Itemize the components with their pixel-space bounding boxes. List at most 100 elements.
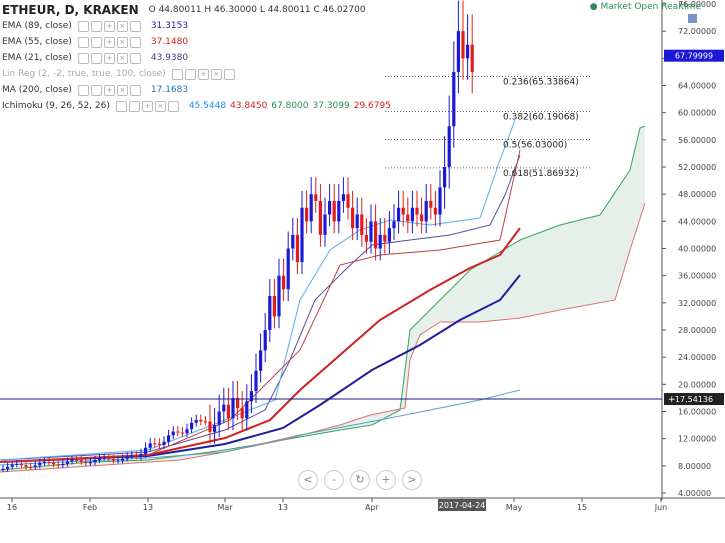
- candle-body: [300, 207, 304, 263]
- indicator-name: EMA (21, close): [2, 53, 72, 63]
- scroll-right-button[interactable]: >: [402, 470, 422, 490]
- plus-icon[interactable]: +: [197, 68, 209, 80]
- indicator-row[interactable]: EMA (89, close) + × 31.3153: [2, 18, 391, 34]
- eye-icon[interactable]: [77, 52, 89, 64]
- indicator-value: 67.8000: [271, 101, 309, 111]
- gear-icon[interactable]: [90, 84, 102, 96]
- y-tick-label: 52.00000: [678, 163, 716, 172]
- candle-body: [213, 425, 217, 432]
- candle-body: [52, 462, 56, 465]
- candle-body: [245, 401, 249, 419]
- candle-body: [415, 207, 419, 215]
- candle-body: [79, 460, 83, 462]
- candle-body: [272, 296, 276, 317]
- close-icon[interactable]: ×: [210, 68, 222, 80]
- candle-body: [369, 221, 373, 242]
- eye-icon[interactable]: [77, 36, 89, 48]
- candle-body: [397, 207, 401, 222]
- indicator-row[interactable]: MA (200, close) + × 17.1683: [2, 82, 391, 98]
- candle-body: [203, 421, 207, 423]
- candle-body: [351, 207, 355, 229]
- candle-body: [374, 221, 378, 249]
- last-price-box: [664, 49, 724, 62]
- candle-body: [360, 214, 364, 235]
- ichimoku-cloud: [0, 126, 645, 472]
- eye-icon[interactable]: [171, 68, 183, 80]
- candle-body: [84, 461, 88, 463]
- gear-icon[interactable]: [184, 68, 196, 80]
- candle-body: [38, 463, 42, 466]
- scroll-left-button[interactable]: <: [298, 470, 318, 490]
- indicator-row[interactable]: Lin Reg (2, -2, true, true, 100, close) +…: [2, 66, 391, 82]
- candle-body: [236, 397, 240, 409]
- candle-body: [29, 466, 33, 468]
- indicator-name: Lin Reg (2, -2, true, true, 100, close): [2, 69, 166, 79]
- legend: ETHEUR, D, KRAKEN O 44.80011 H 46.30000 …: [2, 2, 391, 114]
- zoom-in-button[interactable]: +: [376, 470, 396, 490]
- candle-body: [332, 200, 336, 222]
- more-icon[interactable]: [167, 100, 179, 112]
- x-tick-label: May: [506, 503, 523, 512]
- plus-icon[interactable]: +: [103, 20, 115, 32]
- y-tick-label: 12.00000: [678, 435, 716, 444]
- plus-icon[interactable]: +: [141, 100, 153, 112]
- plus-icon[interactable]: +: [103, 84, 115, 96]
- candle-body: [217, 411, 221, 426]
- indicator-name: EMA (55, close): [2, 37, 72, 47]
- candle-body: [240, 408, 244, 419]
- indicator-value: 29.6795: [353, 101, 391, 111]
- close-icon[interactable]: ×: [116, 84, 128, 96]
- indicator-row[interactable]: EMA (55, close) + × 37.1480: [2, 34, 391, 50]
- more-icon[interactable]: [129, 20, 141, 32]
- candle-body: [305, 207, 309, 222]
- candle-body: [180, 432, 184, 434]
- candle-body: [144, 447, 148, 455]
- gear-icon[interactable]: [90, 52, 102, 64]
- eye-icon[interactable]: [115, 100, 127, 112]
- more-icon[interactable]: [129, 36, 141, 48]
- indicator-value: 37.3099: [312, 101, 350, 111]
- close-icon[interactable]: ×: [116, 20, 128, 32]
- market-status-label: Market Open: [600, 2, 659, 12]
- y-tick-label: 56.00000: [678, 136, 716, 145]
- indicator-row[interactable]: Ichimoku (9, 26, 52, 26) + × 45.5448 43.8450…: [2, 98, 391, 114]
- scale-settings-icon[interactable]: [688, 14, 697, 23]
- y-tick-label: 20.00000: [678, 380, 716, 389]
- gear-icon[interactable]: [128, 100, 140, 112]
- indicator-name: EMA (89, close): [2, 21, 72, 31]
- indicator-row[interactable]: EMA (21, close) + × 43.9380: [2, 50, 391, 66]
- gear-icon[interactable]: [90, 36, 102, 48]
- candle-body: [111, 459, 115, 461]
- feed-label: Realtime: [661, 2, 701, 12]
- gear-icon[interactable]: [90, 20, 102, 32]
- ema-55-line: [0, 227, 521, 463]
- candle-body: [93, 460, 97, 463]
- y-tick-label: 16.00000: [678, 408, 716, 417]
- candle-body: [65, 461, 69, 464]
- close-icon[interactable]: ×: [116, 52, 128, 64]
- candle-body: [328, 200, 332, 215]
- candle-body: [337, 200, 341, 222]
- close-icon[interactable]: ×: [116, 36, 128, 48]
- more-icon[interactable]: [129, 52, 141, 64]
- candle-body: [222, 404, 226, 412]
- close-icon[interactable]: ×: [154, 100, 166, 112]
- eye-icon[interactable]: [77, 84, 89, 96]
- candle-body: [157, 443, 161, 445]
- reset-button[interactable]: ↻: [350, 470, 370, 490]
- more-icon[interactable]: [129, 84, 141, 96]
- candle-body: [447, 126, 451, 167]
- candle-body: [291, 234, 295, 249]
- candle-body: [295, 234, 299, 263]
- plus-icon[interactable]: +: [103, 36, 115, 48]
- more-icon[interactable]: [223, 68, 235, 80]
- eye-icon[interactable]: [77, 20, 89, 32]
- ma-200-line: [0, 389, 521, 466]
- candle-body: [470, 44, 474, 72]
- zoom-out-button[interactable]: -: [324, 470, 344, 490]
- plus-icon[interactable]: +: [103, 52, 115, 64]
- symbol-label[interactable]: ETHEUR, D, KRAKEN: [2, 3, 139, 17]
- candle-body: [286, 248, 290, 290]
- indicator-value: 43.8450: [230, 101, 268, 111]
